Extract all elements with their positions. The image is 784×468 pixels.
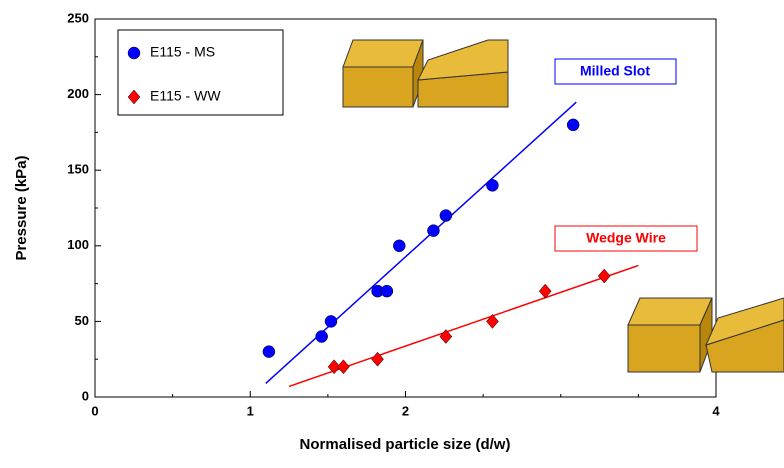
data-point bbox=[427, 224, 440, 237]
legend-label: E115 - MS bbox=[150, 44, 215, 60]
milled-slot-icon bbox=[342, 39, 509, 108]
data-point bbox=[597, 268, 611, 284]
x-tick-label: 1 bbox=[247, 403, 254, 418]
data-point bbox=[486, 179, 499, 192]
data-point bbox=[371, 351, 384, 367]
data-point bbox=[393, 239, 406, 253]
legend-marker bbox=[127, 89, 141, 105]
annotation-box bbox=[554, 225, 698, 252]
y-tick-label: 200 bbox=[67, 86, 89, 101]
data-point bbox=[380, 284, 394, 298]
y-tick-label: 100 bbox=[67, 237, 89, 252]
y-axis-label: Pressure (kPa) bbox=[13, 155, 30, 260]
data-point bbox=[439, 329, 453, 344]
data-point bbox=[327, 359, 341, 375]
legend-label: E115 - WW bbox=[150, 88, 221, 104]
wedge-wire-icon bbox=[627, 297, 784, 373]
legend-marker bbox=[127, 46, 141, 60]
data-point bbox=[324, 315, 338, 328]
data-point bbox=[566, 118, 580, 132]
data-point bbox=[337, 359, 350, 375]
data-point bbox=[486, 314, 499, 329]
y-tick-label: 150 bbox=[67, 162, 89, 177]
annotation-box bbox=[554, 58, 677, 85]
x-tick-label: 2 bbox=[402, 403, 409, 418]
x-tick-label: 4 bbox=[712, 403, 720, 418]
data-point bbox=[439, 209, 453, 222]
annotation: Wedge Wire bbox=[586, 230, 666, 246]
annotation: Milled Slot bbox=[580, 63, 650, 79]
y-tick-label: 0 bbox=[82, 388, 89, 403]
x-axis-label: Normalised particle size (d/w) bbox=[300, 436, 511, 453]
data-point bbox=[315, 330, 328, 343]
legend bbox=[117, 29, 284, 116]
y-tick-label: 250 bbox=[67, 10, 89, 25]
data-point bbox=[262, 345, 276, 358]
x-tick-label: 0 bbox=[91, 403, 98, 418]
y-tick-label: 50 bbox=[75, 313, 89, 328]
data-point bbox=[538, 283, 552, 299]
